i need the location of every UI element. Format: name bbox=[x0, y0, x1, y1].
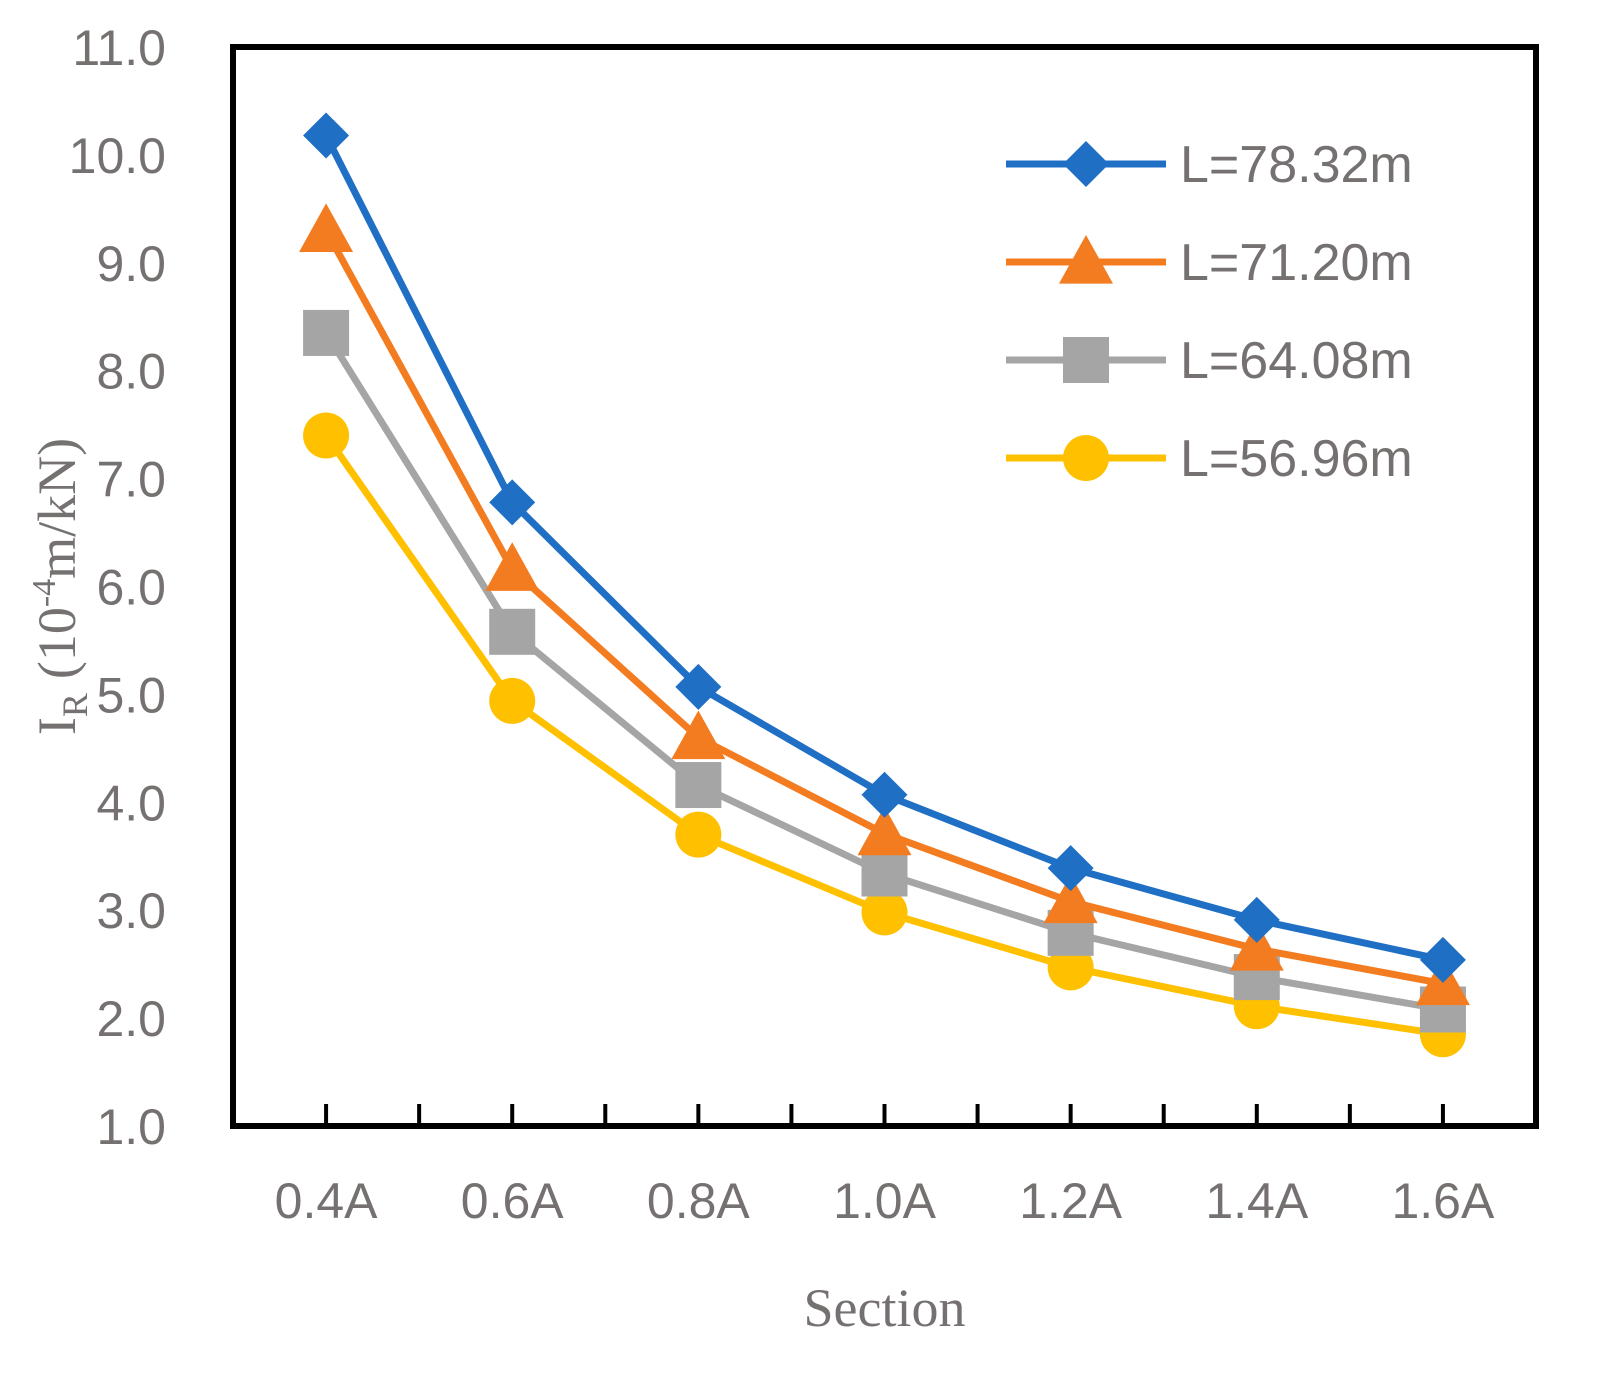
data-point-diamond bbox=[1233, 896, 1280, 943]
series-L=78.32m bbox=[303, 112, 1466, 983]
y-axis-title-symbol: I bbox=[27, 717, 87, 735]
data-point-diamond bbox=[303, 112, 350, 159]
data-point-diamond bbox=[1419, 936, 1466, 983]
legend-item: L=78.32m bbox=[1006, 136, 1413, 194]
legend-item: L=71.20m bbox=[1006, 234, 1413, 292]
y-tick-label: 5.0 bbox=[96, 667, 166, 723]
y-axis-title-subscript: R bbox=[55, 693, 95, 717]
legend-label: L=64.08m bbox=[1180, 332, 1413, 390]
legend-item: L=64.08m bbox=[1006, 332, 1413, 390]
y-tick-label: 4.0 bbox=[96, 775, 166, 831]
data-point-square bbox=[675, 762, 722, 809]
legend-marker-triangle bbox=[1059, 235, 1113, 284]
data-point-diamond bbox=[1047, 845, 1094, 892]
x-tick-label: 1.0A bbox=[833, 1173, 937, 1229]
legend-marker-diamond bbox=[1063, 141, 1109, 187]
data-point-diamond bbox=[489, 479, 536, 526]
legend-item: L=56.96m bbox=[1006, 430, 1413, 488]
data-point-circle bbox=[861, 889, 908, 936]
svg-text:IR(10-4m/kN): IR (10-4m/kN) bbox=[26, 438, 95, 735]
x-axis-tick-labels: 0.4A 0.6A 0.8A 1.0A 1.2A 1.4A 1.6A bbox=[275, 1173, 1495, 1229]
data-point-circle bbox=[675, 811, 722, 858]
y-axis-tick-labels: 1.0 2.0 3.0 4.0 5.0 6.0 7.0 8.0 9.0 10.0 11.0 bbox=[69, 20, 166, 1155]
legend-label: L=78.32m bbox=[1180, 136, 1413, 194]
y-tick-label: 8.0 bbox=[96, 344, 166, 400]
x-tick-label: 0.4A bbox=[275, 1173, 379, 1229]
data-point-square bbox=[303, 309, 350, 356]
y-tick-label: 6.0 bbox=[96, 560, 166, 616]
legend-label: L=56.96m bbox=[1180, 430, 1413, 488]
data-point-circle bbox=[489, 677, 536, 724]
series-L=71.20m bbox=[299, 203, 1470, 1006]
y-tick-label: 7.0 bbox=[96, 452, 166, 508]
data-point-circle bbox=[1047, 944, 1094, 991]
y-tick-label: 3.0 bbox=[96, 883, 166, 939]
data-point-diamond bbox=[861, 771, 908, 818]
data-point-triangle bbox=[857, 806, 912, 856]
data-point-triangle bbox=[299, 203, 354, 253]
x-tick-label: 1.6A bbox=[1391, 1173, 1495, 1229]
y-tick-label: 2.0 bbox=[96, 991, 166, 1047]
x-tick-label: 1.2A bbox=[1019, 1173, 1123, 1229]
y-tick-label: 9.0 bbox=[96, 236, 166, 292]
x-axis-title: Section bbox=[804, 1278, 966, 1338]
y-tick-label: 11.0 bbox=[72, 20, 166, 76]
data-point-circle bbox=[303, 412, 350, 459]
data-point-triangle bbox=[671, 710, 726, 760]
x-tick-label: 0.6A bbox=[461, 1173, 565, 1229]
y-axis-title-unit-exponent: -4 bbox=[26, 579, 63, 607]
x-tick-label: 0.8A bbox=[647, 1173, 751, 1229]
data-point-triangle bbox=[1043, 874, 1098, 924]
legend-marker-square bbox=[1063, 337, 1109, 383]
series-layer bbox=[299, 112, 1470, 1058]
data-point-square bbox=[861, 850, 908, 897]
x-tick-label: 1.4A bbox=[1205, 1173, 1309, 1229]
legend-label: L=71.20m bbox=[1180, 234, 1413, 292]
series-line bbox=[323, 433, 1444, 1038]
y-axis-title-unit-suffix: m/kN) bbox=[27, 438, 87, 579]
x-axis-ticks bbox=[324, 1104, 1445, 1126]
data-point-square bbox=[489, 608, 536, 655]
y-tick-label: 1.0 bbox=[96, 1099, 166, 1155]
y-axis-title-unit-prefix: (10 bbox=[27, 607, 87, 679]
data-point-triangle bbox=[1229, 922, 1284, 971]
data-point-diamond bbox=[675, 663, 722, 710]
y-tick-label: 10.0 bbox=[69, 128, 166, 184]
data-point-triangle bbox=[485, 542, 540, 591]
legend-marker-circle bbox=[1063, 435, 1109, 481]
y-axis-title: IR (10-4m/kN) bbox=[26, 438, 95, 735]
legend: L=78.32m L=71.20m L=64.08m L=56.96m bbox=[1006, 136, 1413, 488]
